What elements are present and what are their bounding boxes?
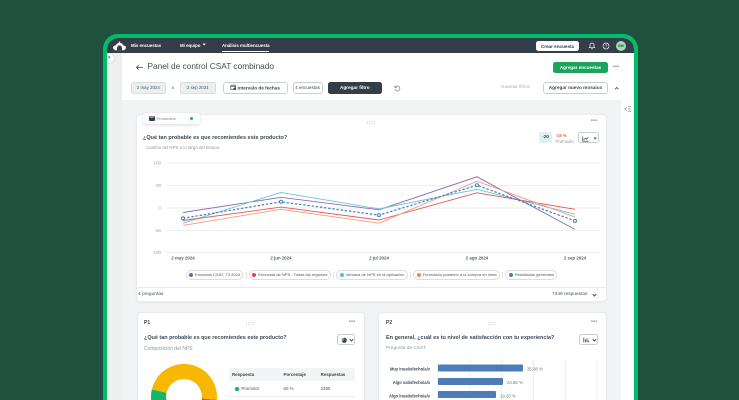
svg-text:2 jun 2024: 2 jun 2024 (270, 255, 292, 260)
svg-text:2 ago 2024: 2 ago 2024 (466, 255, 489, 260)
svg-text:0: 0 (159, 205, 162, 210)
svg-text:Algo insatisfecho/a/x: Algo insatisfecho/a/x (389, 393, 431, 398)
svg-text:2 may 2024: 2 may 2024 (171, 255, 195, 260)
svg-text:-100: -100 (152, 250, 161, 255)
svg-text:24.66 %: 24.66 % (507, 380, 523, 385)
svg-text:Algo satisfecho/a/x: Algo satisfecho/a/x (393, 380, 431, 385)
svg-text:-50: -50 (155, 228, 162, 233)
svg-text:2 jul 2024: 2 jul 2024 (369, 255, 389, 260)
svg-text:?: ? (604, 43, 607, 48)
svg-text:Muy insatisfecho/a/x: Muy insatisfecho/a/x (390, 366, 431, 371)
svg-text:50: 50 (156, 183, 161, 188)
svg-text:2 sep 2024: 2 sep 2024 (564, 255, 587, 260)
svg-text:19.33 %: 19.33 % (500, 393, 516, 398)
svg-text:100: 100 (154, 160, 162, 165)
svg-text:35.38 %: 35.38 % (527, 366, 543, 371)
